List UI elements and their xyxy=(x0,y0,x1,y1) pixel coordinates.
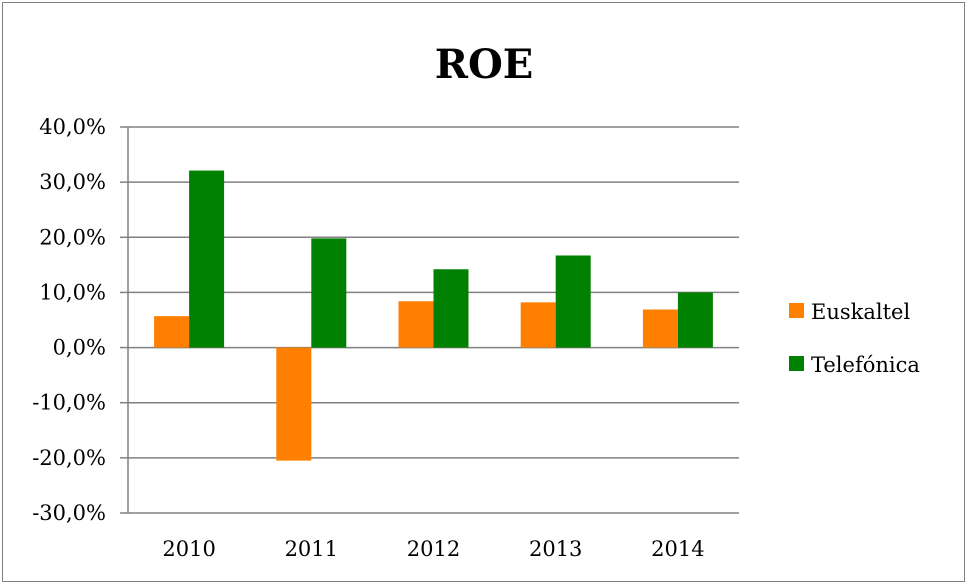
y-tick-label: 20,0% xyxy=(39,225,106,249)
x-tick-label: 2013 xyxy=(529,537,582,561)
y-tick-label: -20,0% xyxy=(32,446,106,470)
x-axis-tick-labels: 2010 2011 2012 2013 2014 xyxy=(162,537,704,561)
chart-title: ROE xyxy=(435,41,534,88)
bar-euskaltel-2012 xyxy=(398,301,434,348)
bar-telefnica-2014 xyxy=(677,292,713,348)
x-tick-label: 2014 xyxy=(651,537,704,561)
x-tick-label: 2011 xyxy=(285,537,338,561)
legend: Euskaltel Telefónica xyxy=(789,300,920,377)
bar-euskaltel-2013 xyxy=(520,302,556,348)
y-tick-label: 40,0% xyxy=(39,115,106,139)
y-tick-label: 30,0% xyxy=(39,170,106,194)
y-tick-label: -30,0% xyxy=(32,501,106,525)
y-tick-label: -10,0% xyxy=(32,391,106,415)
bar-telefnica-2012 xyxy=(433,269,469,348)
bars xyxy=(154,170,713,461)
bar-euskaltel-2014 xyxy=(642,309,678,348)
bar-euskaltel-2011 xyxy=(276,347,312,461)
x-tick-label: 2010 xyxy=(162,537,215,561)
legend-label: Telefónica xyxy=(811,353,920,377)
legend-label: Euskaltel xyxy=(811,300,910,324)
y-tick-label: 10,0% xyxy=(39,280,106,304)
legend-swatch xyxy=(789,303,804,318)
bar-telefnica-2010 xyxy=(189,170,225,348)
y-tick-label: 0,0% xyxy=(53,336,106,360)
legend-swatch xyxy=(789,356,804,371)
x-tick-label: 2012 xyxy=(407,537,460,561)
bar-euskaltel-2010 xyxy=(154,316,190,348)
y-axis-tick-labels: 40,0% 30,0% 20,0% 10,0% 0,0% -10,0% -20,0% -30,… xyxy=(32,115,106,525)
bar-telefnica-2013 xyxy=(555,255,591,348)
bar-telefnica-2011 xyxy=(311,238,347,348)
